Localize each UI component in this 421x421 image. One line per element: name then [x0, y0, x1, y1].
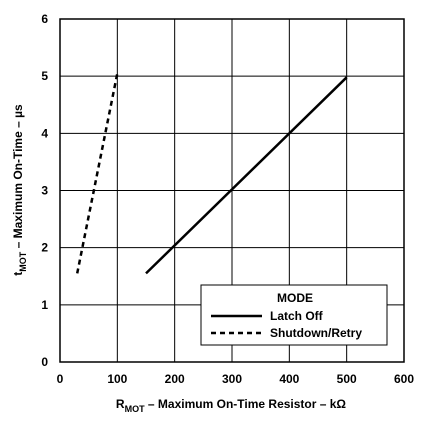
y-tick-label: 2 — [41, 241, 48, 255]
y-axis-label: tMOT – Maximum On-Time – µs — [11, 104, 28, 276]
x-tick-label: 500 — [337, 372, 357, 386]
x-tick-label: 0 — [57, 372, 64, 386]
legend-label-shutdown-retry: Shutdown/Retry — [270, 326, 362, 340]
y-tick-label: 5 — [41, 69, 48, 83]
y-tick-label: 4 — [41, 126, 48, 140]
x-tick-label: 300 — [222, 372, 242, 386]
y-axis-label-sub: MOT — [18, 251, 28, 271]
series-line-shutdown-retry — [75, 73, 119, 274]
series-line-latch-off — [145, 76, 348, 275]
y-tick-label: 3 — [41, 184, 48, 198]
x-axis-label: RMOT – Maximum On-Time Resistor – kΩ — [116, 397, 347, 414]
y-tick-label: 0 — [41, 355, 48, 369]
x-tick-label: 400 — [279, 372, 299, 386]
legend: MODE Latch Off Shutdown/Retry — [200, 284, 388, 346]
series-layer — [75, 73, 348, 275]
grid — [59, 18, 405, 363]
x-axis-label-sub: MOT — [125, 404, 145, 414]
x-tick-label: 100 — [107, 372, 127, 386]
plot-border — [59, 18, 405, 363]
x-axis-label-main: R — [116, 397, 125, 411]
y-tick-label: 1 — [41, 298, 48, 312]
y-tick-label: 6 — [41, 12, 48, 26]
legend-label-latch-off: Latch Off — [270, 309, 324, 323]
y-axis-label-main: t — [11, 272, 25, 276]
y-axis-label-rest: – Maximum On-Time – µs — [11, 104, 25, 252]
tick-labels: 0 100 200 300 400 500 600 0 1 2 3 4 5 6 — [41, 12, 414, 386]
x-tick-label: 600 — [394, 372, 414, 386]
legend-title: MODE — [277, 291, 313, 305]
x-tick-label: 200 — [165, 372, 185, 386]
x-axis-label-rest: – Maximum On-Time Resistor – kΩ — [145, 397, 347, 411]
